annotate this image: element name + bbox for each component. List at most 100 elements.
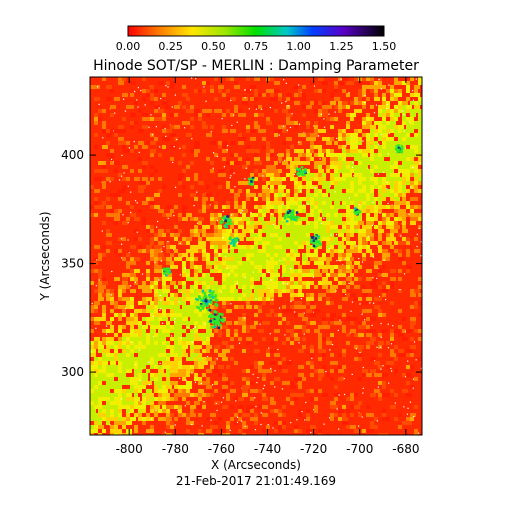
map-pixel	[174, 233, 180, 237]
map-pixel	[106, 249, 110, 253]
map-pixel	[118, 361, 122, 365]
map-pixel	[398, 169, 404, 173]
map-pixel	[138, 341, 142, 345]
map-pixel	[258, 93, 262, 97]
map-pixel	[114, 381, 120, 385]
map-pixel	[318, 325, 322, 329]
map-pixel	[122, 257, 126, 261]
map-green-pixel	[201, 305, 205, 309]
map-pixel	[394, 81, 400, 85]
map-green-pixel	[315, 240, 319, 244]
map-pixel	[346, 241, 350, 245]
map-pixel	[186, 385, 192, 389]
map-pixel	[254, 245, 258, 249]
map-speckle	[277, 348, 279, 351]
map-pixel	[370, 133, 374, 137]
map-pixel	[186, 273, 190, 277]
map-pixel	[290, 245, 296, 249]
map-speckle	[174, 186, 177, 188]
map-pixel	[386, 89, 392, 93]
map-pixel	[142, 373, 148, 377]
map-pixel	[106, 133, 112, 137]
map-pixel	[306, 429, 312, 433]
map-pixel	[274, 313, 278, 317]
map-green-pixel	[202, 297, 206, 300]
map-pixel	[214, 257, 218, 261]
map-pixel	[266, 265, 270, 269]
map-pixel	[158, 365, 164, 369]
map-pixel	[318, 209, 324, 213]
map-pixel	[198, 209, 202, 213]
map-pixel	[246, 89, 250, 93]
map-pixel	[190, 261, 194, 265]
map-pixel	[122, 341, 128, 345]
map-pixel	[178, 353, 182, 357]
map-pixel	[414, 213, 418, 217]
map-pixel	[286, 105, 290, 109]
map-pixel	[218, 109, 222, 113]
map-pixel	[322, 209, 326, 213]
map-pixel	[130, 205, 134, 209]
map-pixel	[290, 289, 294, 293]
map-speckle	[329, 349, 331, 351]
map-speckle	[406, 413, 409, 415]
map-pixel	[294, 301, 298, 305]
map-pixel	[154, 305, 158, 309]
map-pixel	[126, 177, 130, 181]
map-pixel	[262, 221, 266, 225]
map-speckle	[386, 108, 388, 110]
map-pixel	[266, 313, 272, 317]
map-green-pixel	[220, 220, 223, 224]
map-pixel	[134, 357, 138, 361]
map-pixel	[358, 185, 362, 189]
map-pixel	[398, 217, 402, 221]
map-pixel	[398, 425, 402, 429]
map-pixel	[142, 297, 146, 301]
map-pixel	[106, 293, 110, 297]
map-pixel	[250, 365, 254, 369]
map-pixel	[238, 233, 242, 237]
map-pixel	[350, 221, 354, 225]
map-pixel	[394, 157, 398, 161]
map-speckle	[253, 271, 255, 273]
map-pixel	[390, 113, 396, 117]
map-pixel	[278, 217, 282, 221]
map-pixel	[306, 229, 310, 233]
map-pixel	[286, 229, 290, 233]
map-pixel	[190, 413, 196, 417]
map-pixel	[146, 249, 150, 253]
map-speckle	[281, 204, 284, 206]
map-speckle	[164, 127, 166, 130]
map-pixel	[250, 285, 254, 289]
map-pixel	[274, 225, 280, 229]
map-pixel	[290, 201, 294, 205]
map-pixel	[238, 141, 244, 145]
map-pixel	[262, 261, 268, 265]
map-pixel	[170, 413, 174, 417]
map-pixel	[90, 309, 94, 313]
map-speckle	[416, 245, 418, 248]
map-pixel	[218, 333, 222, 337]
map-pixel	[326, 197, 330, 201]
map-pixel	[370, 233, 374, 237]
map-speckle	[155, 126, 157, 128]
map-pixel	[322, 225, 326, 229]
map-pixel	[378, 77, 382, 81]
map-green-pixel	[400, 150, 404, 154]
map-pixel	[290, 233, 294, 237]
map-speckle	[229, 177, 231, 179]
map-speckle	[353, 436, 354, 437]
map-pixel	[190, 337, 194, 341]
map-pixel	[170, 85, 174, 89]
map-pixel	[170, 81, 176, 85]
map-pixel	[170, 361, 174, 365]
map-pixel	[362, 429, 366, 433]
map-pixel	[378, 209, 382, 213]
map-pixel	[174, 329, 180, 333]
map-pixel	[174, 205, 178, 209]
map-pixel	[126, 381, 132, 385]
map-pixel	[246, 161, 250, 165]
map-speckle	[270, 367, 272, 370]
map-pixel	[166, 81, 170, 85]
map-pixel	[346, 225, 352, 229]
